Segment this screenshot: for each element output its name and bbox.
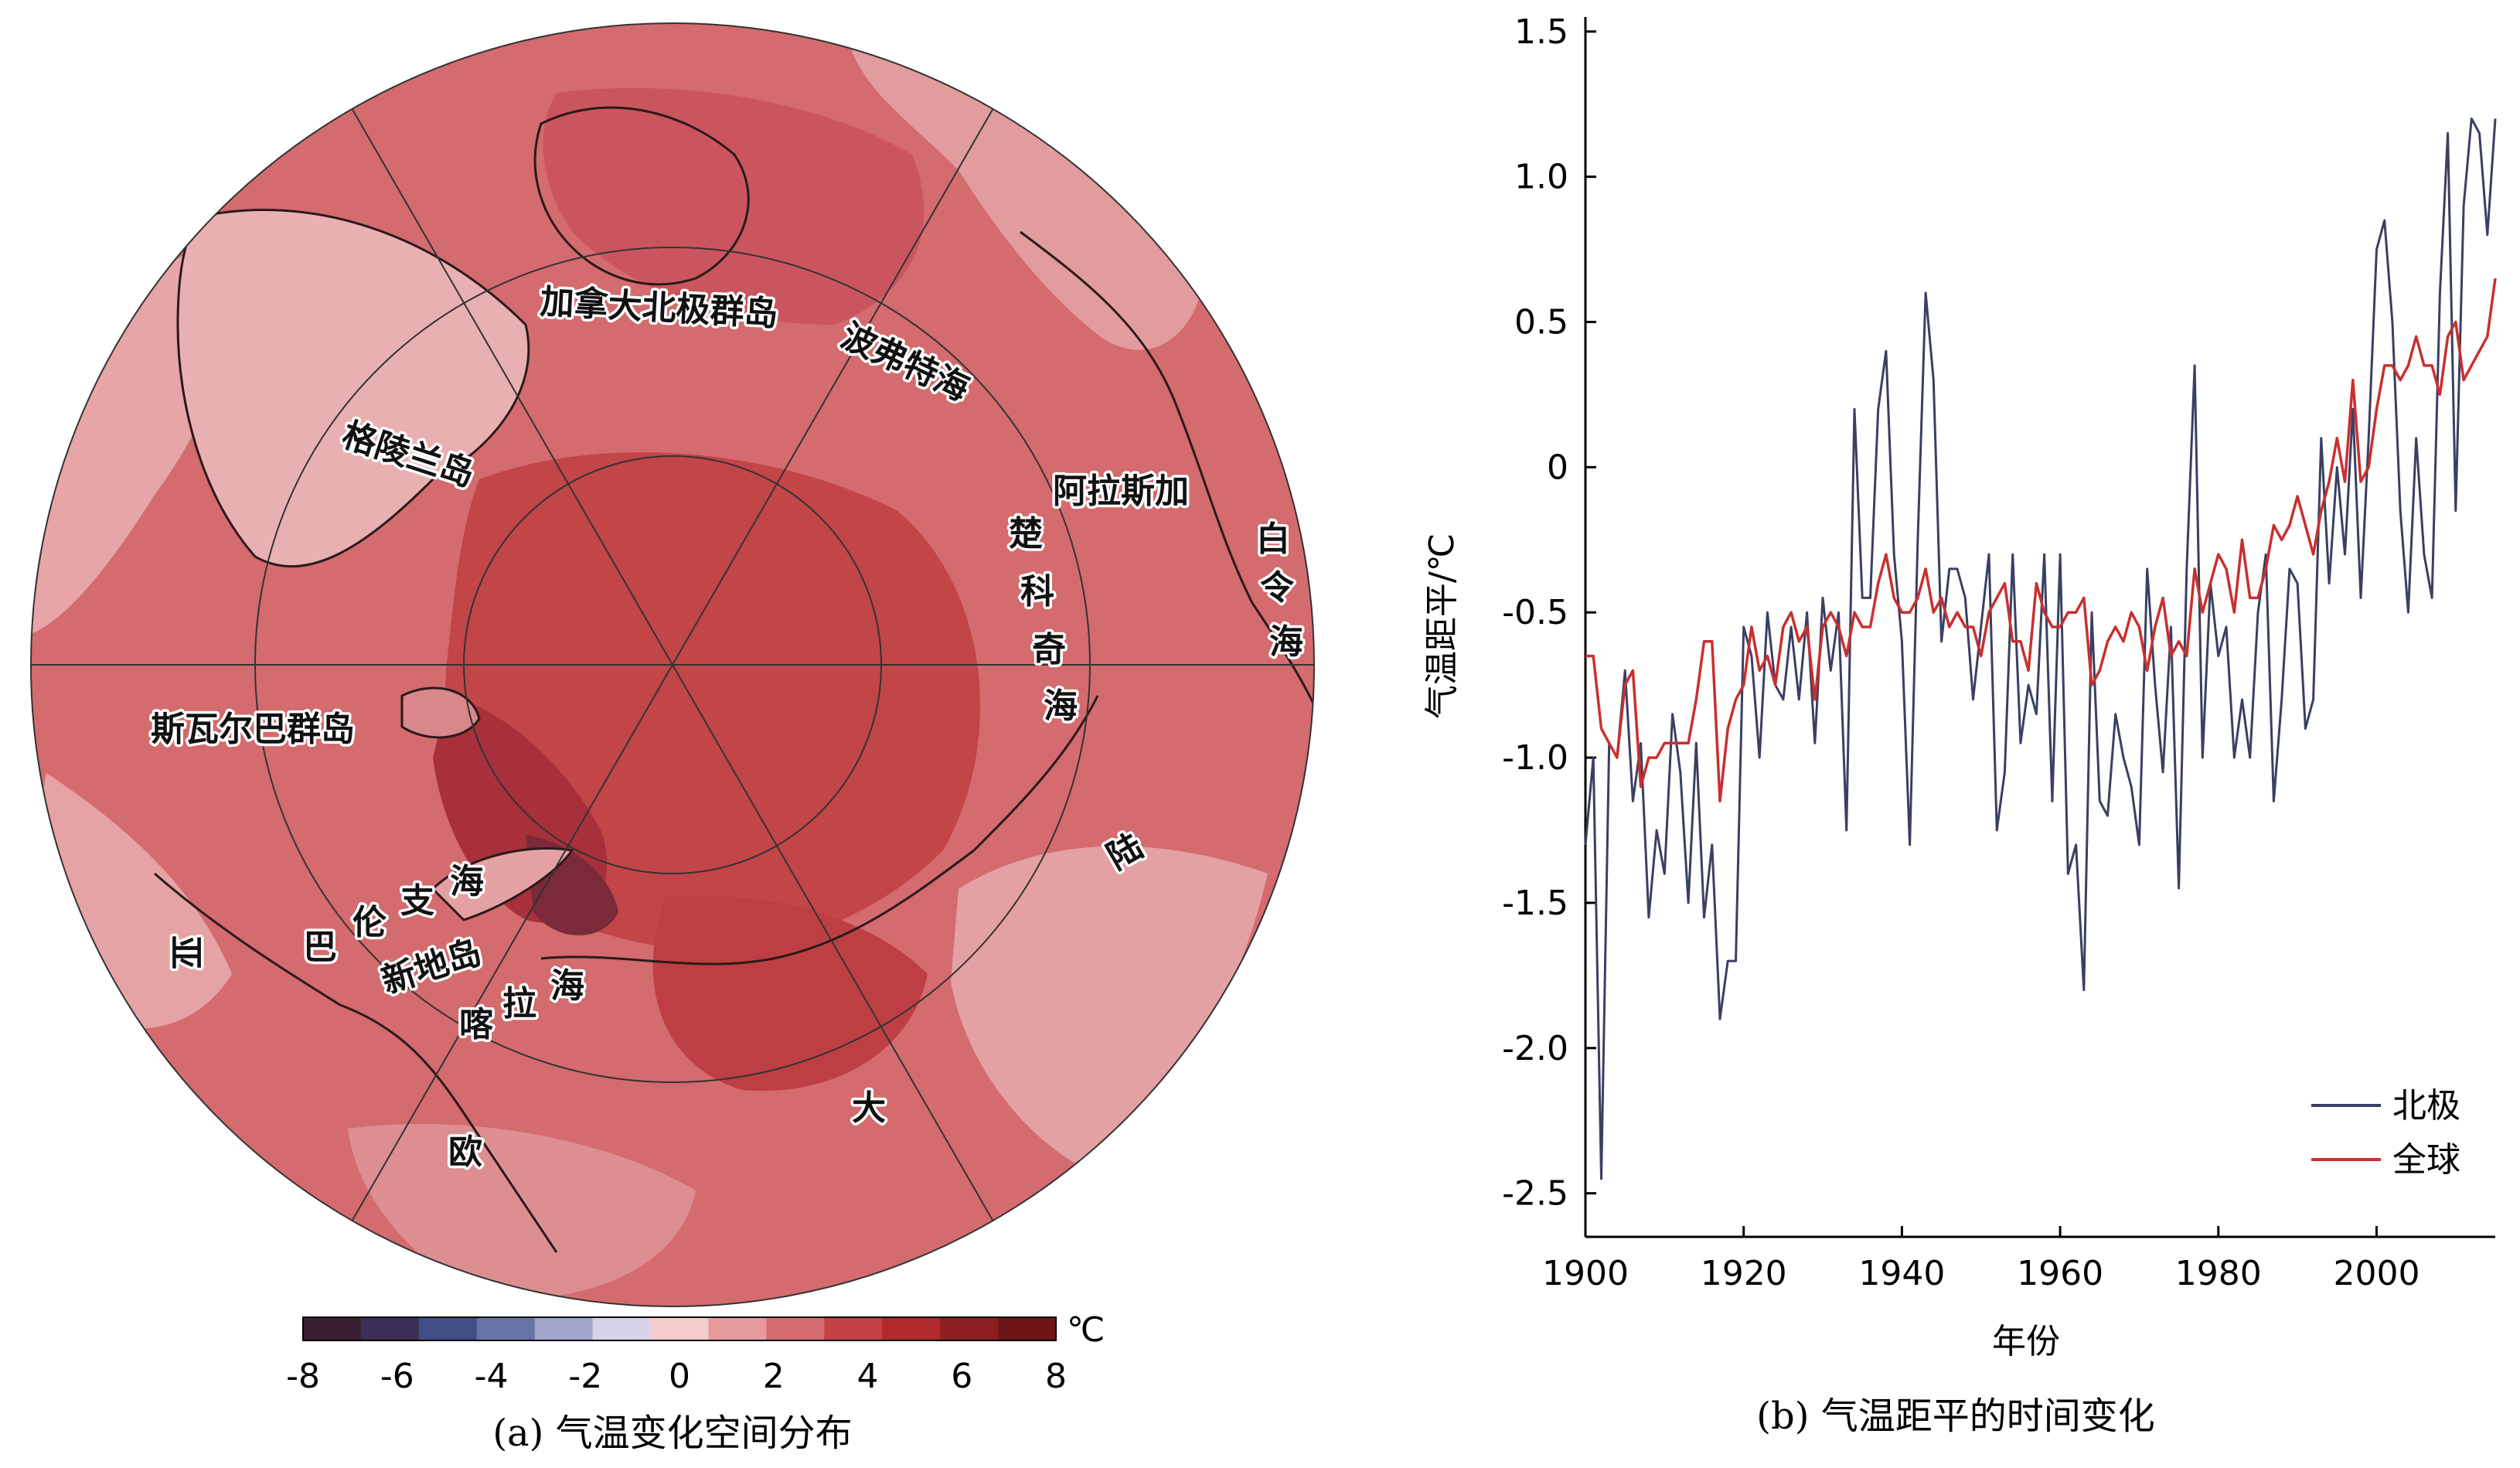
x-tick-label: 1940: [1858, 1254, 1945, 1293]
colorbar-segment: [650, 1317, 709, 1340]
series-line-global: [1585, 278, 2497, 803]
label-continent-da: 大: [852, 1088, 886, 1128]
pale-region-northeast: [850, 46, 1206, 350]
colorbar-segment: [476, 1317, 536, 1340]
colorbar-segment: [303, 1317, 362, 1340]
colorbar-tick-label: 0: [669, 1357, 690, 1396]
colorbar-segment: [998, 1317, 1057, 1340]
map-outline: [30, 22, 1315, 1307]
y-tick-label: 0: [1547, 448, 1568, 487]
label-chukchi-4: 海: [1044, 686, 1078, 726]
greenland-landmass: [176, 209, 530, 568]
colorbar-tick-label: 8: [1045, 1357, 1067, 1396]
panel-b-caption: (b) 气温距平的时间变化: [1756, 1395, 2154, 1438]
x-tick-label: 1980: [2175, 1254, 2262, 1293]
label-europe: 欧: [448, 1133, 482, 1172]
x-tick-label: 1900: [1542, 1254, 1629, 1293]
colorbar-segment: [940, 1317, 999, 1340]
colorbar-tick-labels: -8 -6 -4 -2 0 2 4 6 8: [286, 1357, 1067, 1396]
colorbar-tick-label: 4: [857, 1357, 879, 1396]
warm-region-canada: [543, 87, 925, 325]
label-chukchi-1: 楚: [1009, 514, 1043, 553]
colorbar-segment: [418, 1317, 478, 1340]
canadian-archipelago-landmass: [533, 106, 750, 286]
label-svalbard: 斯瓦尔巴群岛: [151, 710, 355, 749]
label-alaska: 阿拉斯加: [1053, 472, 1189, 511]
novaya-zemlya-island: [431, 847, 574, 921]
label-chukchi-3: 奇: [1032, 630, 1066, 669]
colorbar-segment: [708, 1317, 767, 1340]
label-barents-4: 海: [450, 862, 484, 901]
panel-a-map: 加拿大北极群岛 波弗特海 阿拉斯加 格陵兰岛 斯瓦尔巴群岛 新地岛 白 令 海 …: [30, 22, 1315, 1455]
meridian-diagonal-2: [351, 107, 994, 1222]
legend-label-arctic: 北极: [2392, 1086, 2460, 1126]
map-field: [31, 23, 1314, 1306]
y-tick-label: 0.5: [1514, 303, 1568, 342]
label-barents-3: 支: [400, 881, 434, 921]
x-tick-label: 1920: [1701, 1254, 1787, 1293]
y-tick-label: -2.5: [1502, 1174, 1568, 1214]
y-tick-label: 1.5: [1514, 12, 1568, 52]
colorbar-tick-label: 2: [763, 1357, 785, 1396]
colorbar-tick-label: -2: [568, 1357, 602, 1396]
svalbard-island: [400, 686, 481, 739]
temperature-anomaly-chart: 1.5 1.0 0.5 0 -0.5 -1.0 -1.5 -2.0 -2.5 1900 1920 19…: [1422, 12, 2497, 1438]
y-tick-label: 1.0: [1514, 158, 1568, 197]
y-axis-label: 气温距平/℃: [1422, 533, 1462, 719]
label-bering-2: 令: [1260, 568, 1295, 608]
colorbar-frame: [302, 1316, 1057, 1341]
colorbar-unit: ℃: [1067, 1310, 1105, 1350]
x-axis-label: 年份: [1992, 1322, 2060, 1361]
series-line-arctic: [1584, 118, 2497, 1180]
colorbar-segment: [882, 1317, 941, 1340]
colorbar-segment: [534, 1317, 594, 1340]
y-tick-label: -1.0: [1502, 738, 1568, 778]
colorbar-tick-label: 6: [951, 1357, 972, 1396]
europe-coastline: [154, 872, 558, 1253]
colorbar: [302, 1316, 1057, 1341]
y-tick-label: -1.5: [1502, 884, 1568, 923]
colorbar-tick-label: -4: [475, 1357, 509, 1396]
y-tick-label: -2.0: [1502, 1029, 1568, 1068]
label-asia: 亚: [165, 935, 205, 969]
legend-label-global: 全球: [2392, 1140, 2460, 1180]
siberia-coastline: [540, 695, 1099, 966]
colorbar-segment: [824, 1317, 883, 1340]
label-kara-2: 拉: [502, 984, 536, 1024]
label-kara-1: 喀: [459, 1005, 493, 1044]
colorbar-tick-label: -6: [380, 1357, 414, 1396]
y-tick-label: -0.5: [1502, 593, 1568, 632]
chart-axes: 1.5 1.0 0.5 0 -0.5 -1.0 -1.5 -2.0 -2.5 1900 1920 19…: [1502, 12, 2495, 1293]
x-tick-label: 2000: [2333, 1254, 2420, 1293]
label-bering-3: 海: [1269, 622, 1303, 662]
label-bering-1: 白: [1256, 519, 1290, 559]
colorbar-tick-label: -8: [286, 1357, 320, 1396]
x-tick-label: 1960: [2017, 1254, 2103, 1293]
colorbar-segment: [766, 1317, 825, 1340]
pale-region-south: [348, 1123, 696, 1300]
panel-b-chart: 1.5 1.0 0.5 0 -0.5 -1.0 -1.5 -2.0 -2.5 1900 1920 19…: [1384, 0, 2520, 1465]
warm-region-siberia: [652, 895, 928, 1092]
label-chukchi-2: 科: [1020, 572, 1054, 611]
label-barents-2: 伦: [352, 903, 387, 942]
pale-region-east: [951, 846, 1268, 1175]
label-kara-3: 海: [550, 966, 584, 1006]
colorbar-segment: [360, 1317, 420, 1340]
polar-temperature-map: 加拿大北极群岛 波弗特海 阿拉斯加 格陵兰岛 斯瓦尔巴群岛 新地岛 白 令 海 …: [30, 22, 1315, 1455]
colorbar-segment: [592, 1317, 652, 1340]
chart-series: [1584, 118, 2497, 1180]
panel-a-caption: (a) 气温变化空间分布: [492, 1412, 852, 1455]
label-barents-1: 巴: [303, 928, 337, 967]
